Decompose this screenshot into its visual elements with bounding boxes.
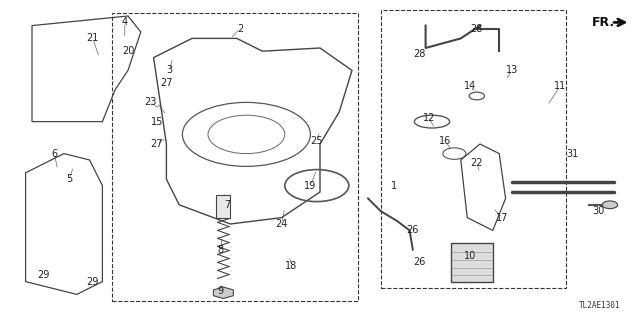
Text: 1: 1 bbox=[390, 180, 397, 191]
Circle shape bbox=[602, 201, 618, 209]
Text: 26: 26 bbox=[406, 225, 419, 236]
Text: 16: 16 bbox=[438, 136, 451, 146]
Text: 27: 27 bbox=[160, 78, 173, 88]
Text: 7: 7 bbox=[224, 200, 230, 210]
Text: 26: 26 bbox=[413, 257, 426, 268]
Text: 4: 4 bbox=[122, 17, 128, 28]
Text: 27: 27 bbox=[150, 139, 163, 149]
Text: 24: 24 bbox=[275, 219, 288, 229]
Text: 11: 11 bbox=[554, 81, 566, 92]
Text: 3: 3 bbox=[166, 65, 173, 76]
Text: 23: 23 bbox=[144, 97, 157, 108]
Text: 29: 29 bbox=[86, 276, 99, 287]
Text: 30: 30 bbox=[592, 206, 605, 216]
Text: 13: 13 bbox=[506, 65, 518, 76]
Text: 18: 18 bbox=[285, 260, 298, 271]
Text: 12: 12 bbox=[422, 113, 435, 124]
Text: 15: 15 bbox=[150, 116, 163, 127]
Text: 28: 28 bbox=[413, 49, 426, 60]
FancyBboxPatch shape bbox=[451, 243, 493, 282]
Text: 20: 20 bbox=[122, 46, 134, 56]
Text: 28: 28 bbox=[470, 24, 483, 34]
Text: 17: 17 bbox=[496, 212, 509, 223]
Text: 9: 9 bbox=[218, 286, 224, 296]
Text: 21: 21 bbox=[86, 33, 99, 44]
Text: 19: 19 bbox=[304, 180, 317, 191]
Text: TL2AE1301: TL2AE1301 bbox=[579, 301, 621, 310]
Text: 14: 14 bbox=[464, 81, 477, 92]
Text: 22: 22 bbox=[470, 158, 483, 168]
FancyBboxPatch shape bbox=[216, 195, 230, 218]
Text: 29: 29 bbox=[37, 270, 50, 280]
Text: 2: 2 bbox=[237, 24, 243, 34]
Text: 10: 10 bbox=[464, 251, 477, 261]
Text: 25: 25 bbox=[310, 136, 323, 146]
Text: 8: 8 bbox=[218, 244, 224, 255]
Text: 31: 31 bbox=[566, 148, 579, 159]
Text: 5: 5 bbox=[66, 174, 72, 184]
Text: 6: 6 bbox=[51, 148, 58, 159]
Text: FR.: FR. bbox=[592, 16, 615, 29]
